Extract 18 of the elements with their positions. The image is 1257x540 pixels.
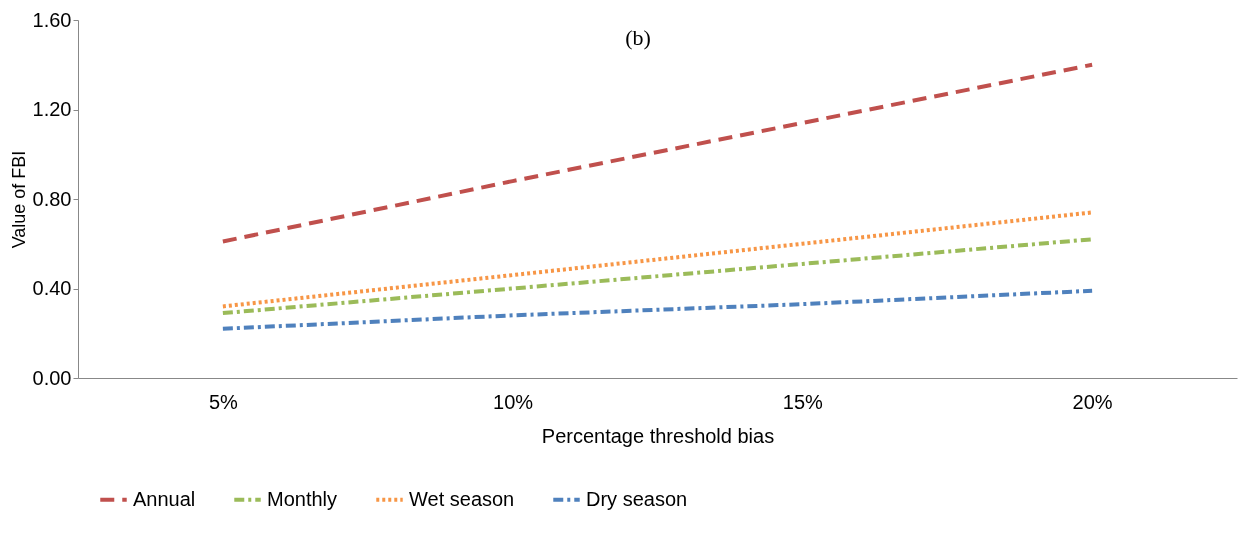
y-tick-label: 0.00 [32, 366, 72, 389]
y-tick-label: 1.60 [32, 8, 72, 31]
legend-label: Annual [133, 487, 196, 510]
y-tick-label: 0.40 [32, 277, 72, 299]
y-tick-label: 1.20 [32, 98, 72, 120]
x-axis-title: Percentage threshold bias [541, 424, 775, 447]
y-tick-label: 0.80 [32, 187, 72, 210]
chart-title: (b) [625, 25, 651, 50]
x-tick-label: 5% [208, 390, 239, 413]
x-tick-label: 20% [1072, 390, 1113, 413]
line-series [220, 288, 1095, 331]
x-tick-label: 15% [782, 390, 824, 413]
y-axis-title: Value of FBI [8, 150, 29, 249]
line-series [220, 62, 1095, 244]
legend-label: Wet season [409, 487, 515, 510]
legend-label: Dry season [586, 487, 688, 510]
x-tick-label: 10% [493, 390, 534, 413]
legend-label: Monthly [267, 487, 338, 510]
